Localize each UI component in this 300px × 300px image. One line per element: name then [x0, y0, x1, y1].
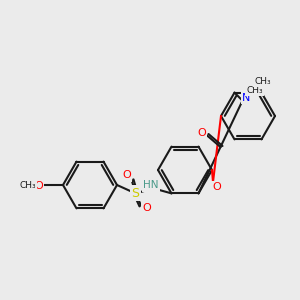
Text: O: O — [34, 181, 43, 191]
Text: CH₃: CH₃ — [254, 77, 271, 86]
Text: CH₃: CH₃ — [20, 181, 36, 190]
Text: N: N — [242, 93, 251, 103]
Text: O: O — [122, 170, 131, 180]
Text: HN: HN — [143, 180, 158, 190]
Text: O: O — [213, 182, 221, 192]
Text: O: O — [197, 128, 206, 138]
Text: S: S — [131, 187, 140, 200]
Text: O: O — [142, 203, 151, 213]
Text: CH₃: CH₃ — [246, 86, 263, 95]
